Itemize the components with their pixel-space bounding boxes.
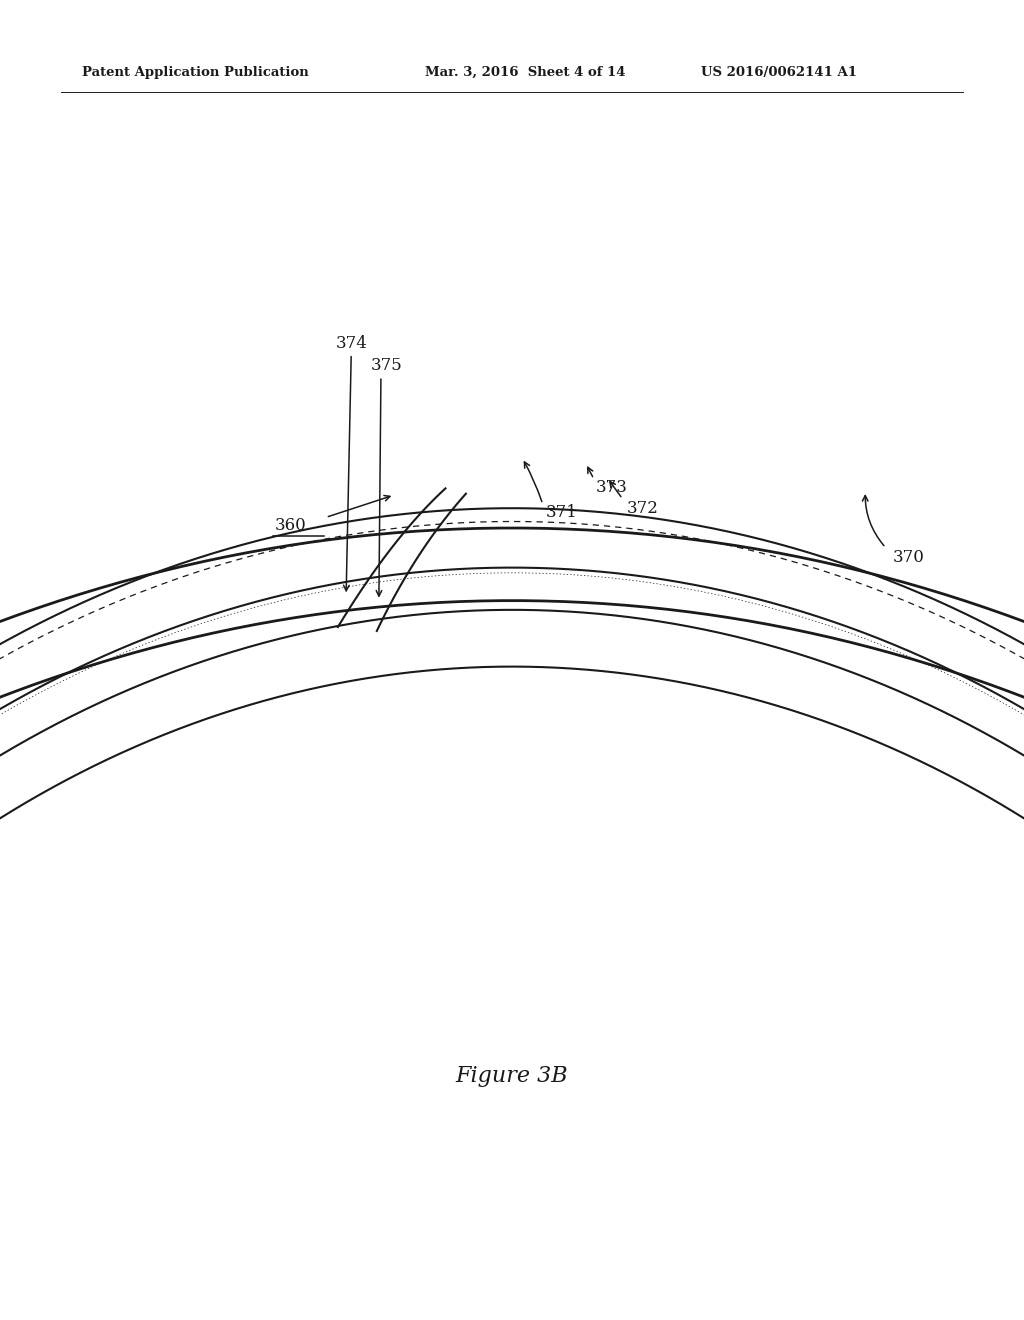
Text: 371: 371 <box>546 504 578 520</box>
Text: 375: 375 <box>371 358 402 374</box>
Text: 372: 372 <box>627 500 658 516</box>
Text: 360: 360 <box>274 517 306 533</box>
Text: Figure 3B: Figure 3B <box>456 1065 568 1086</box>
Text: US 2016/0062141 A1: US 2016/0062141 A1 <box>701 66 857 79</box>
Text: 374: 374 <box>336 335 368 351</box>
Text: 373: 373 <box>596 479 628 495</box>
Text: 370: 370 <box>893 549 925 565</box>
Text: Patent Application Publication: Patent Application Publication <box>82 66 308 79</box>
Text: Mar. 3, 2016  Sheet 4 of 14: Mar. 3, 2016 Sheet 4 of 14 <box>425 66 626 79</box>
